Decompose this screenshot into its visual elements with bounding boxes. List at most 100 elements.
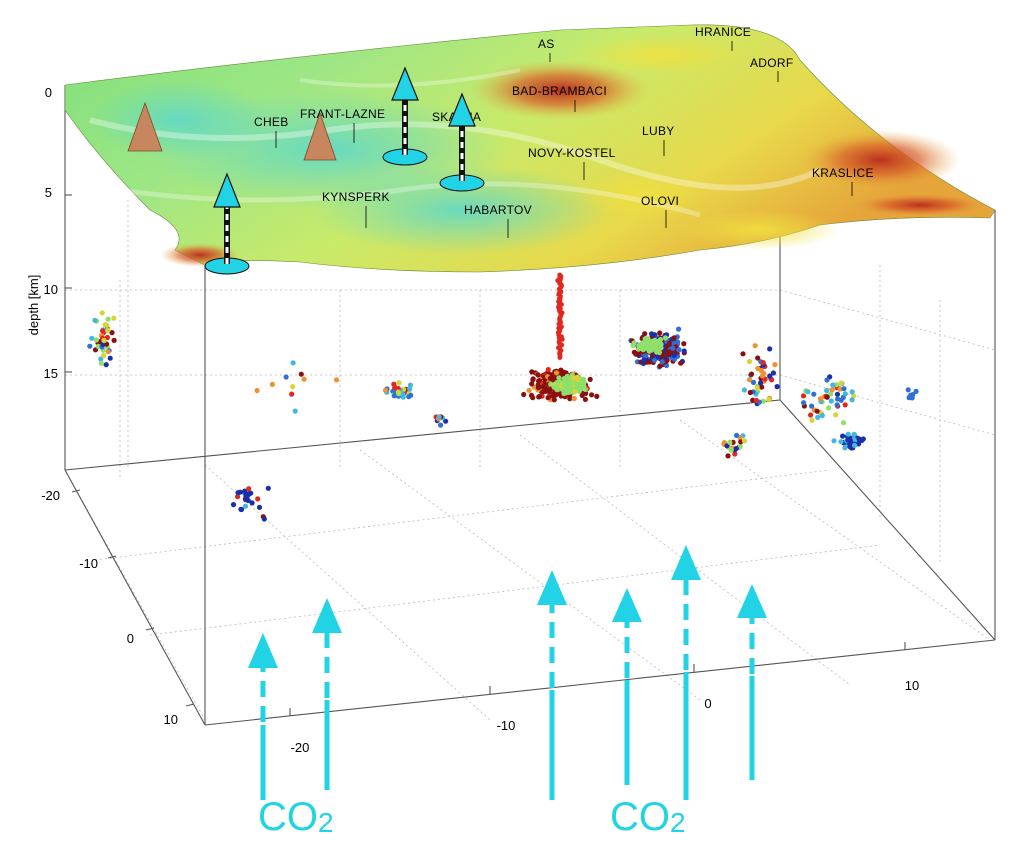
place-frant-lazne: FRANT-LAZNE bbox=[300, 107, 385, 121]
hypocenter-point bbox=[89, 335, 95, 341]
hypocenter-point bbox=[109, 330, 115, 336]
hypocenter-point bbox=[566, 389, 572, 395]
hypocenter-point bbox=[566, 385, 572, 391]
hypocenter-point bbox=[727, 439, 733, 445]
hypocenter-point bbox=[665, 352, 671, 358]
hypocenter-point bbox=[103, 362, 109, 368]
place-kynsperk: KYNSPERK bbox=[322, 190, 390, 204]
hypocenter-point bbox=[767, 373, 773, 379]
hypocenter-point bbox=[681, 341, 687, 347]
hypocenter-point bbox=[249, 500, 255, 506]
hypocenter-point bbox=[547, 375, 554, 381]
hypocenter-point bbox=[290, 384, 296, 390]
hypocenter-point bbox=[255, 496, 261, 502]
depth-tick-0: 0 bbox=[45, 85, 52, 100]
hypocenter-point bbox=[551, 384, 557, 390]
hypocenter-point bbox=[809, 403, 815, 409]
hypocenter-point bbox=[852, 442, 858, 448]
hypocenter-point bbox=[834, 402, 840, 408]
co2-flux-arrow-icon bbox=[537, 570, 567, 800]
hypocenter-point bbox=[407, 382, 413, 388]
hypocenter-point bbox=[851, 431, 857, 437]
y-tick-0: 0 bbox=[127, 631, 134, 646]
hypocenter-point bbox=[831, 438, 837, 444]
hypocenter-point bbox=[842, 402, 848, 408]
depth-tick-10: 10 bbox=[44, 282, 58, 297]
hypocenter-point bbox=[755, 355, 761, 361]
place-novy-kostel: NOVY-KOSTEL bbox=[528, 146, 616, 160]
hypocenter-point bbox=[577, 382, 583, 388]
hypocenter-point bbox=[829, 387, 835, 393]
co2-flux-arrow-icon bbox=[671, 545, 701, 800]
hypocenter-point bbox=[530, 377, 536, 383]
hypocenter-point bbox=[289, 391, 295, 397]
y-tick-minus10: -10 bbox=[79, 556, 98, 571]
hypocenter-point bbox=[828, 398, 834, 404]
hypocenter-point bbox=[408, 392, 414, 398]
hypocenter-point bbox=[734, 432, 740, 438]
hypocenter-point bbox=[741, 387, 748, 393]
hypocenter-point bbox=[801, 400, 807, 406]
hypocenter-point bbox=[824, 394, 830, 400]
hypocenter-point bbox=[748, 371, 755, 377]
hypocenter-point bbox=[93, 337, 99, 343]
hypocenter-point bbox=[104, 322, 110, 328]
hypocenter-point bbox=[815, 414, 821, 420]
hypocenter-point bbox=[95, 343, 101, 349]
x-tick-minus10: -10 bbox=[497, 718, 516, 733]
hypocenter-point bbox=[589, 392, 595, 398]
hypocenter-point bbox=[436, 414, 442, 420]
hypocenter-point bbox=[835, 396, 841, 402]
hypocenter-point bbox=[652, 337, 658, 343]
hypocenter-point bbox=[92, 317, 98, 323]
hypocenter-point bbox=[819, 412, 825, 419]
hypocenter-point bbox=[728, 447, 734, 453]
hypocenter-point bbox=[587, 376, 593, 382]
hypocenter-point bbox=[107, 355, 113, 361]
hypocenter-point bbox=[642, 336, 648, 342]
hypocenter-point bbox=[834, 391, 841, 397]
hypocenter-point bbox=[755, 365, 761, 372]
hypocenter-point bbox=[658, 345, 664, 351]
hypocenter-point bbox=[111, 337, 117, 343]
place-habartov: HABARTOV bbox=[464, 203, 532, 217]
hypocenter-point bbox=[105, 327, 111, 333]
hypocenter-point bbox=[438, 422, 444, 428]
place-luby: LUBY bbox=[642, 124, 675, 138]
hypocenter-point bbox=[562, 382, 568, 388]
co2-flux-arrow-icon bbox=[248, 633, 278, 800]
hypocenter-point bbox=[579, 392, 585, 398]
hypocenter-point bbox=[828, 391, 834, 397]
hypocenter-point bbox=[737, 443, 743, 450]
hypocenter-point bbox=[99, 310, 105, 316]
place-as: AS bbox=[538, 37, 555, 51]
hypocenter-point bbox=[572, 389, 578, 395]
hypocenter-point bbox=[261, 516, 267, 522]
hypocenter-point bbox=[753, 397, 760, 404]
hypocenter-point bbox=[760, 398, 767, 404]
hypocenter-point bbox=[290, 360, 296, 366]
hypocenter-point bbox=[754, 385, 760, 391]
y-tick-minus20: -20 bbox=[41, 488, 60, 503]
depth-tick-15: 15 bbox=[44, 366, 58, 381]
hypocenter-point bbox=[811, 391, 817, 397]
hypocenter-point bbox=[849, 389, 855, 395]
hypocenter-point bbox=[676, 347, 682, 353]
hypocenter-point bbox=[733, 445, 739, 452]
hypocenter-point bbox=[571, 395, 577, 402]
hypocenter-point bbox=[535, 385, 542, 391]
hypocenter-point bbox=[826, 405, 832, 411]
hypocenter-point bbox=[594, 393, 600, 399]
hypocenter-point bbox=[767, 346, 773, 352]
hypocenter-point bbox=[766, 397, 772, 403]
hypocenter-point bbox=[333, 377, 340, 383]
hypocenter-point bbox=[840, 433, 846, 439]
hypocenter-point bbox=[256, 504, 263, 510]
hypocenter-point bbox=[87, 343, 93, 349]
box-frame bbox=[64, 85, 996, 726]
hypocenter-point bbox=[746, 358, 753, 365]
hypocenter-point bbox=[678, 360, 684, 366]
hypocenter-point bbox=[104, 334, 110, 341]
hypocenter-point bbox=[536, 378, 542, 384]
hypocenter-point bbox=[671, 335, 677, 341]
